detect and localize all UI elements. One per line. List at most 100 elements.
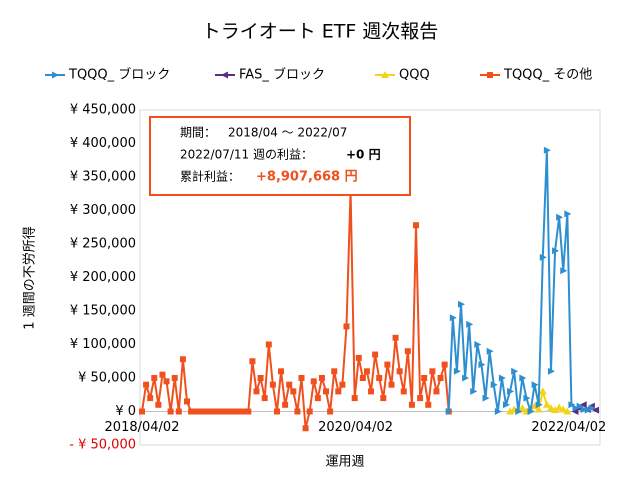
y-tick-label: ¥ 0 — [115, 404, 136, 419]
data-point — [351, 395, 358, 402]
data-point — [327, 408, 334, 415]
data-point — [542, 400, 551, 408]
data-point — [302, 425, 309, 432]
annotation-total-label: 累計利益： — [180, 169, 240, 184]
annotation-box — [149, 116, 411, 196]
x-tick-label: 2022/04/02 — [531, 420, 606, 435]
data-point — [564, 210, 572, 218]
data-point — [314, 395, 321, 402]
data-point — [245, 408, 252, 415]
data-point — [298, 375, 305, 381]
data-point — [392, 334, 399, 341]
data-point — [466, 320, 474, 328]
data-point — [487, 72, 493, 78]
data-point — [555, 403, 564, 411]
x-axis-label: 運用週 — [325, 455, 364, 470]
data-point — [551, 406, 560, 414]
data-point — [511, 367, 519, 375]
data-point — [52, 71, 59, 79]
data-point — [335, 388, 342, 395]
y-tick-label: ¥ 400,000 — [70, 136, 136, 151]
data-point — [584, 406, 592, 414]
data-point — [559, 405, 568, 413]
data-point — [591, 406, 599, 414]
data-point — [523, 394, 531, 402]
x-tick-label: 2020/04/02 — [318, 420, 393, 435]
data-point — [167, 408, 174, 415]
y-tick-label: ¥ 150,000 — [70, 304, 136, 319]
y-tick-label: ¥ 350,000 — [70, 170, 136, 185]
data-point — [425, 401, 432, 408]
data-point — [175, 408, 182, 415]
data-point — [470, 387, 478, 395]
data-point — [155, 401, 162, 408]
data-point — [518, 404, 527, 412]
y-tick-label: ¥ 450,000 — [70, 103, 136, 118]
data-point — [445, 408, 453, 415]
data-point — [556, 213, 564, 221]
data-point — [413, 222, 420, 229]
data-point — [421, 375, 428, 381]
data-point — [507, 387, 515, 395]
data-point — [363, 368, 370, 375]
data-point — [576, 402, 584, 410]
data-point — [506, 407, 515, 415]
legend-label: QQQ — [399, 68, 430, 83]
data-point — [453, 367, 461, 375]
y-tick-label: ¥ 50,000 — [78, 371, 136, 386]
data-point — [388, 381, 395, 388]
data-point — [278, 368, 285, 375]
annotation-week-label: 2022/07/11 週の利益： — [180, 148, 313, 162]
legend-label: TQQQ_ その他 — [503, 68, 592, 83]
data-point — [331, 368, 338, 375]
series-line — [447, 150, 593, 412]
data-point — [568, 401, 576, 409]
data-point — [318, 375, 325, 381]
data-point — [535, 401, 543, 409]
data-point — [380, 395, 387, 402]
data-point — [159, 371, 166, 378]
data-point — [151, 375, 158, 381]
data-point — [457, 300, 465, 308]
data-point — [249, 358, 256, 365]
data-point — [290, 388, 297, 395]
annotation-week-profit: +0 円 — [346, 148, 381, 162]
y-tick-label: ¥ 200,000 — [70, 270, 136, 285]
data-point — [269, 381, 276, 388]
data-point — [323, 388, 330, 395]
data-point — [478, 361, 486, 369]
data-point — [376, 375, 383, 381]
annotation-total-profit: +8,907,668 円 — [256, 170, 358, 185]
data-point — [538, 387, 547, 395]
data-point — [539, 253, 547, 261]
data-point — [396, 368, 403, 375]
data-point — [546, 404, 555, 412]
data-point — [359, 375, 366, 381]
data-point — [494, 408, 502, 415]
data-point — [571, 408, 579, 415]
data-point — [433, 388, 440, 395]
data-point — [437, 375, 444, 381]
data-point — [482, 394, 490, 402]
series — [139, 187, 452, 432]
data-point — [163, 378, 170, 385]
data-point — [552, 247, 560, 255]
data-point — [519, 374, 527, 382]
data-point — [588, 404, 596, 412]
plot: - ¥ 50,000 ¥ 0 ¥ 50,000 ¥ 100,000 ¥ 150,000 ¥… — [69, 103, 606, 453]
data-point — [261, 395, 268, 402]
data-point — [368, 388, 375, 395]
data-point — [543, 146, 551, 154]
legend: TQQQ_ ブロック FAS_ ブロック QQQ TQQQ_ その他 — [45, 67, 592, 83]
legend-label: FAS_ ブロック — [239, 67, 325, 83]
data-point — [294, 408, 301, 415]
data-point — [462, 374, 470, 382]
data-point — [265, 341, 272, 348]
data-point — [527, 408, 535, 415]
series — [445, 146, 596, 415]
data-point — [417, 395, 424, 402]
data-point — [572, 404, 580, 412]
data-point — [355, 354, 362, 361]
series — [506, 387, 572, 415]
data-point — [531, 381, 539, 389]
